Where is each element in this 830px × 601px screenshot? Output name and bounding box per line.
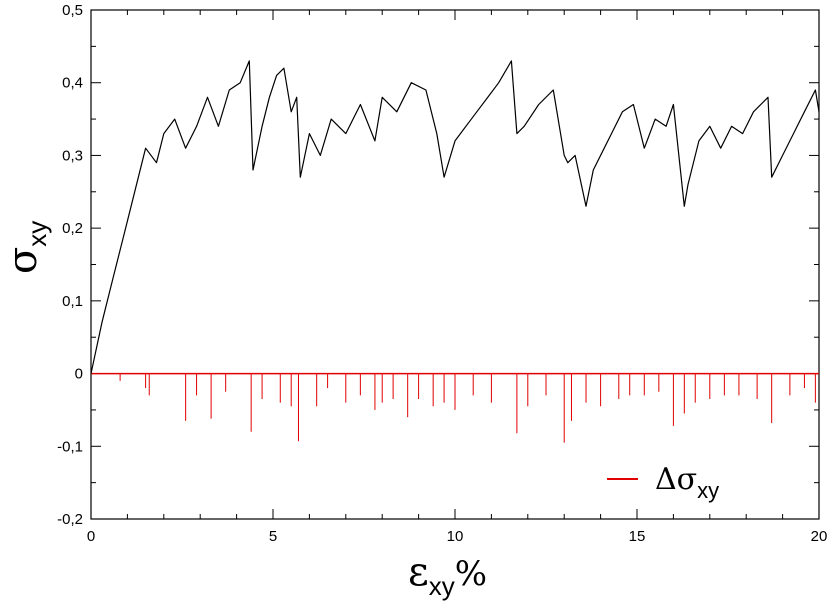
y-tick-label: 0 [75, 366, 83, 383]
x-axis-subscript: xy [429, 571, 455, 601]
series-marks [90, 60, 820, 443]
x-tick-label: 10 [447, 528, 464, 545]
y-axis-subscript: xy [22, 221, 52, 247]
x-axis-symbol: ε [408, 549, 429, 595]
x-axis-title: εxy% [408, 549, 487, 601]
legend: Δσxy [607, 462, 719, 503]
axis-ticks: 0 5 10 15 20 -0,2 -0,1 0 0,1 0,2 0,3 0,4 0,5 [57, 2, 827, 545]
x-tick-label: 0 [87, 528, 95, 545]
y-tick-label: 0,1 [62, 293, 83, 310]
stress-curve [90, 60, 820, 374]
legend-label: Δσxy [655, 462, 719, 503]
y-tick-label: -0,1 [57, 438, 83, 455]
y-tick-label: -0,2 [57, 511, 83, 528]
y-tick-label: 0,5 [62, 2, 83, 19]
legend-series-subscript: xy [697, 478, 719, 503]
x-axis-suffix: % [455, 554, 487, 594]
y-tick-label: 0,3 [62, 147, 83, 164]
y-tick-label: 0,2 [62, 220, 83, 237]
y-axis-title: σxy [0, 221, 52, 274]
x-tick-label: 5 [269, 528, 277, 545]
legend-series-name: Δσ [655, 462, 697, 497]
plot-frame [90, 9, 820, 520]
x-tick-label: 15 [629, 528, 646, 545]
x-tick-label: 20 [811, 528, 828, 545]
y-tick-label: 0,4 [62, 75, 83, 92]
y-axis-symbol: σ [0, 247, 46, 274]
